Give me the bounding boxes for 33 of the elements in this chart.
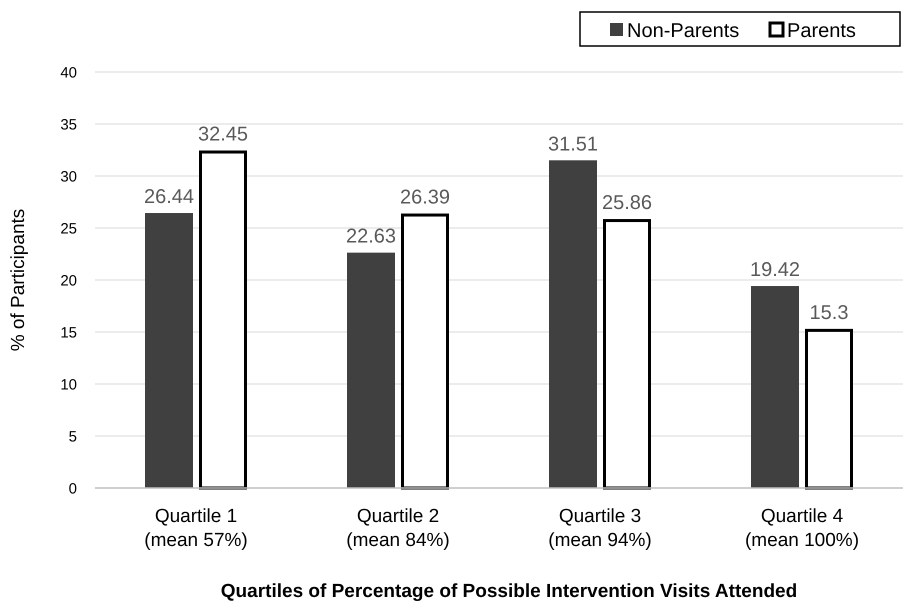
data-label: 22.63 (346, 226, 396, 248)
y-tick-label: 15 (60, 324, 77, 342)
bar (199, 150, 247, 490)
bar (805, 328, 853, 490)
data-label: 19.42 (750, 259, 800, 282)
x-tick-label: Quartile 2 (mean 84%) (346, 506, 450, 551)
y-tick-label: 35 (60, 116, 77, 134)
x-tick-label: Quartile 1 (mean 57%) (144, 506, 248, 551)
bar (145, 213, 193, 488)
y-axis-title: % of Participants (8, 208, 29, 352)
y-tick-label: 20 (60, 272, 77, 290)
data-label: 26.39 (400, 186, 450, 209)
legend-label: Non-Parents (627, 20, 740, 42)
bar (347, 252, 395, 488)
y-tick-label: 0 (68, 480, 77, 498)
legend-label: Parents (787, 20, 856, 42)
data-label: 32.45 (198, 124, 248, 146)
y-tick-label: 10 (60, 376, 77, 394)
y-tick-label: 25 (60, 220, 77, 238)
x-tick-label: Quartile 4 (mean 100%) (744, 506, 860, 551)
bar (603, 219, 651, 490)
data-label: 31.51 (548, 133, 598, 156)
y-tick-label: 5 (68, 428, 77, 446)
x-tick-label: Quartile 3 (mean 94%) (548, 506, 652, 551)
x-axis-title: Quartiles of Percentage of Possible Intervention Visits Attended (220, 581, 798, 602)
bar (549, 160, 597, 488)
y-tick-label: 40 (60, 64, 77, 82)
data-label: 15.3 (810, 302, 848, 324)
data-label: 26.44 (144, 186, 194, 208)
y-tick-label: 30 (60, 168, 77, 186)
data-label: 25.86 (602, 192, 652, 214)
bar (751, 286, 799, 488)
bar (401, 214, 449, 490)
